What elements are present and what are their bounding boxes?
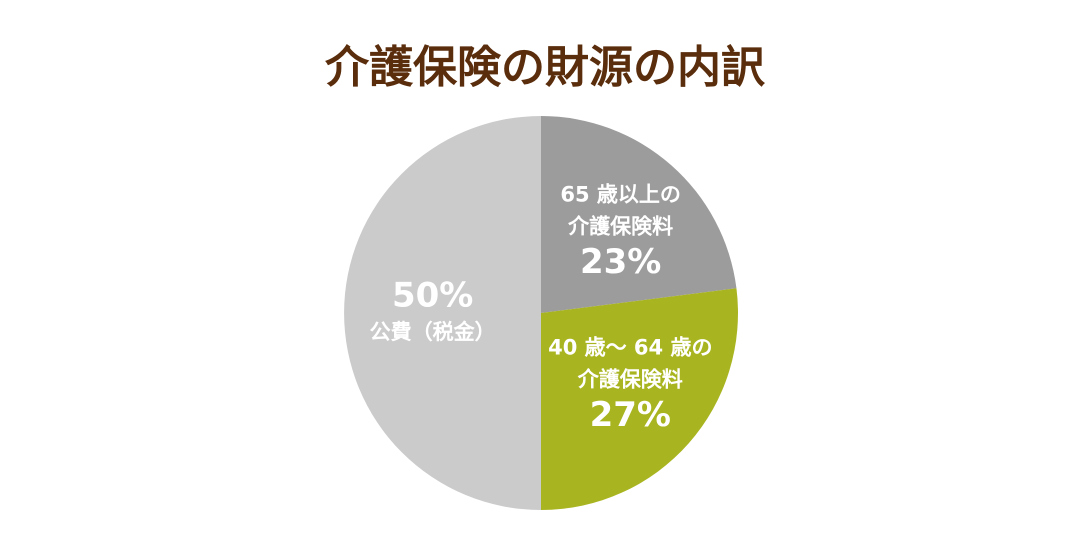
pie-slice <box>344 116 541 510</box>
value-label: 23% <box>580 242 661 282</box>
slice-label: 40 歳～ 64 歳の <box>548 336 712 360</box>
value-label: 50% <box>392 276 473 316</box>
value-label: 27% <box>590 395 671 435</box>
slice-label: 介護保険料 <box>567 215 673 239</box>
slice-label: 公費（税金） <box>370 320 496 344</box>
slice-label: 65 歳以上の <box>560 183 681 207</box>
slice-label: 介護保険料 <box>577 368 683 392</box>
pie-slice <box>541 288 738 510</box>
pie-slice <box>541 116 737 313</box>
chart-title: 介護保険の財源の内訳 <box>325 42 766 93</box>
